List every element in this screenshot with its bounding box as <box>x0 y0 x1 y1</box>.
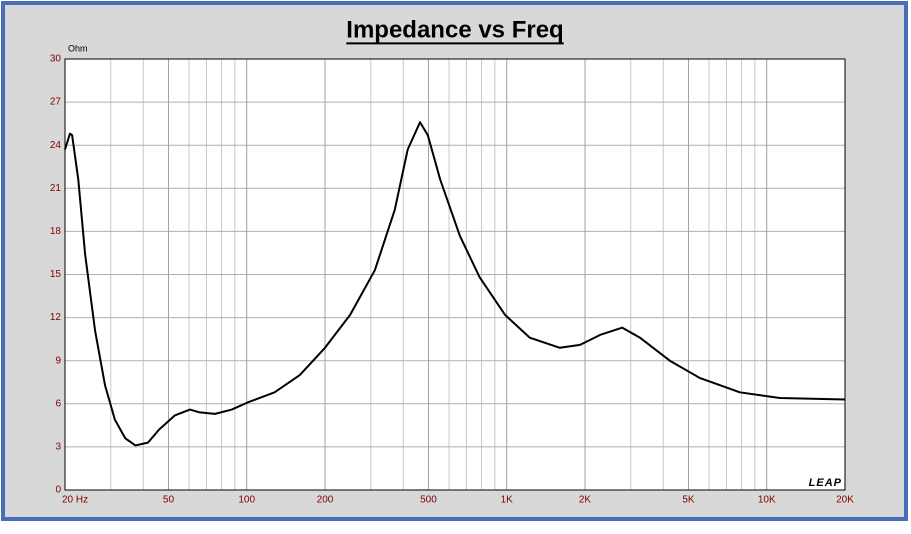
impedance-curve <box>64 121 846 447</box>
y-tick-label: 6 <box>55 398 61 409</box>
x-tick-label: 200 <box>317 495 334 506</box>
y-tick-label: 27 <box>50 97 62 108</box>
y-tick-label: 18 <box>50 226 62 237</box>
y-tick-label: 0 <box>55 485 61 496</box>
y-tick-label: 24 <box>50 140 62 151</box>
x-tick-label: 50 <box>163 495 175 506</box>
chart-title: Impedance vs Freq <box>346 16 563 43</box>
logo: LEAP <box>809 477 842 489</box>
y-tick-label: 30 <box>50 54 62 65</box>
x-tick-label: 20K <box>836 495 854 506</box>
y-tick-label: 9 <box>55 355 61 366</box>
x-tick-label: 100 <box>238 495 255 506</box>
y-tick-label: 15 <box>50 269 62 280</box>
y-tick-label: 12 <box>50 312 62 323</box>
x-tick-label: 20 Hz <box>62 495 88 506</box>
y-tick-label: 3 <box>55 442 61 453</box>
x-tick-label: 2K <box>579 495 592 506</box>
plot-border <box>64 58 846 491</box>
x-tick-label: 10K <box>758 495 776 506</box>
y-tick-label: 21 <box>50 183 62 194</box>
y-axis-label: Ohm <box>68 43 88 53</box>
x-tick-label: 500 <box>420 495 437 506</box>
x-tick-label: 1K <box>501 495 514 506</box>
x-tick-label: 5K <box>682 495 695 506</box>
